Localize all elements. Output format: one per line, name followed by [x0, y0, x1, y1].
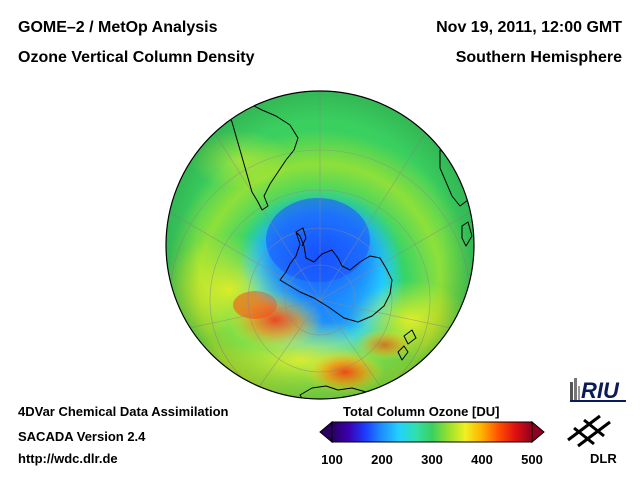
footer-url: http://wdc.dlr.de — [18, 451, 118, 466]
colorbar-high-arrow — [531, 420, 545, 444]
riu-logo: RIU — [570, 378, 626, 403]
title-line2: Ozone Vertical Column Density — [18, 49, 255, 66]
colorbar-gradient — [331, 421, 533, 443]
colorbar-tick-label: 500 — [521, 452, 543, 467]
colorbar-title: Total Column Ozone [DU] — [343, 404, 500, 419]
colorbar — [319, 420, 545, 444]
title-line1: GOME–2 / MetOp Analysis — [18, 19, 218, 36]
dlr-logo — [567, 414, 611, 448]
footer-assimilation: 4DVar Chemical Data Assimilation — [18, 404, 229, 419]
colorbar-low-arrow — [319, 420, 333, 444]
dlr-logo-text: DLR — [590, 451, 617, 466]
globe-field — [166, 91, 474, 399]
riu-logo-text: RIU — [581, 378, 620, 403]
colorbar-tick-label: 400 — [471, 452, 493, 467]
colorbar-tick-label: 200 — [371, 452, 393, 467]
colorbar-tick-label: 300 — [421, 452, 443, 467]
hemisphere-label: Southern Hemisphere — [455, 49, 622, 66]
footer-version: SACADA Version 2.4 — [18, 429, 146, 444]
colorbar-tick-label: 100 — [321, 452, 343, 467]
globe-outline — [165, 90, 475, 400]
date-label: Nov 19, 2011, 12:00 GMT — [436, 19, 622, 36]
